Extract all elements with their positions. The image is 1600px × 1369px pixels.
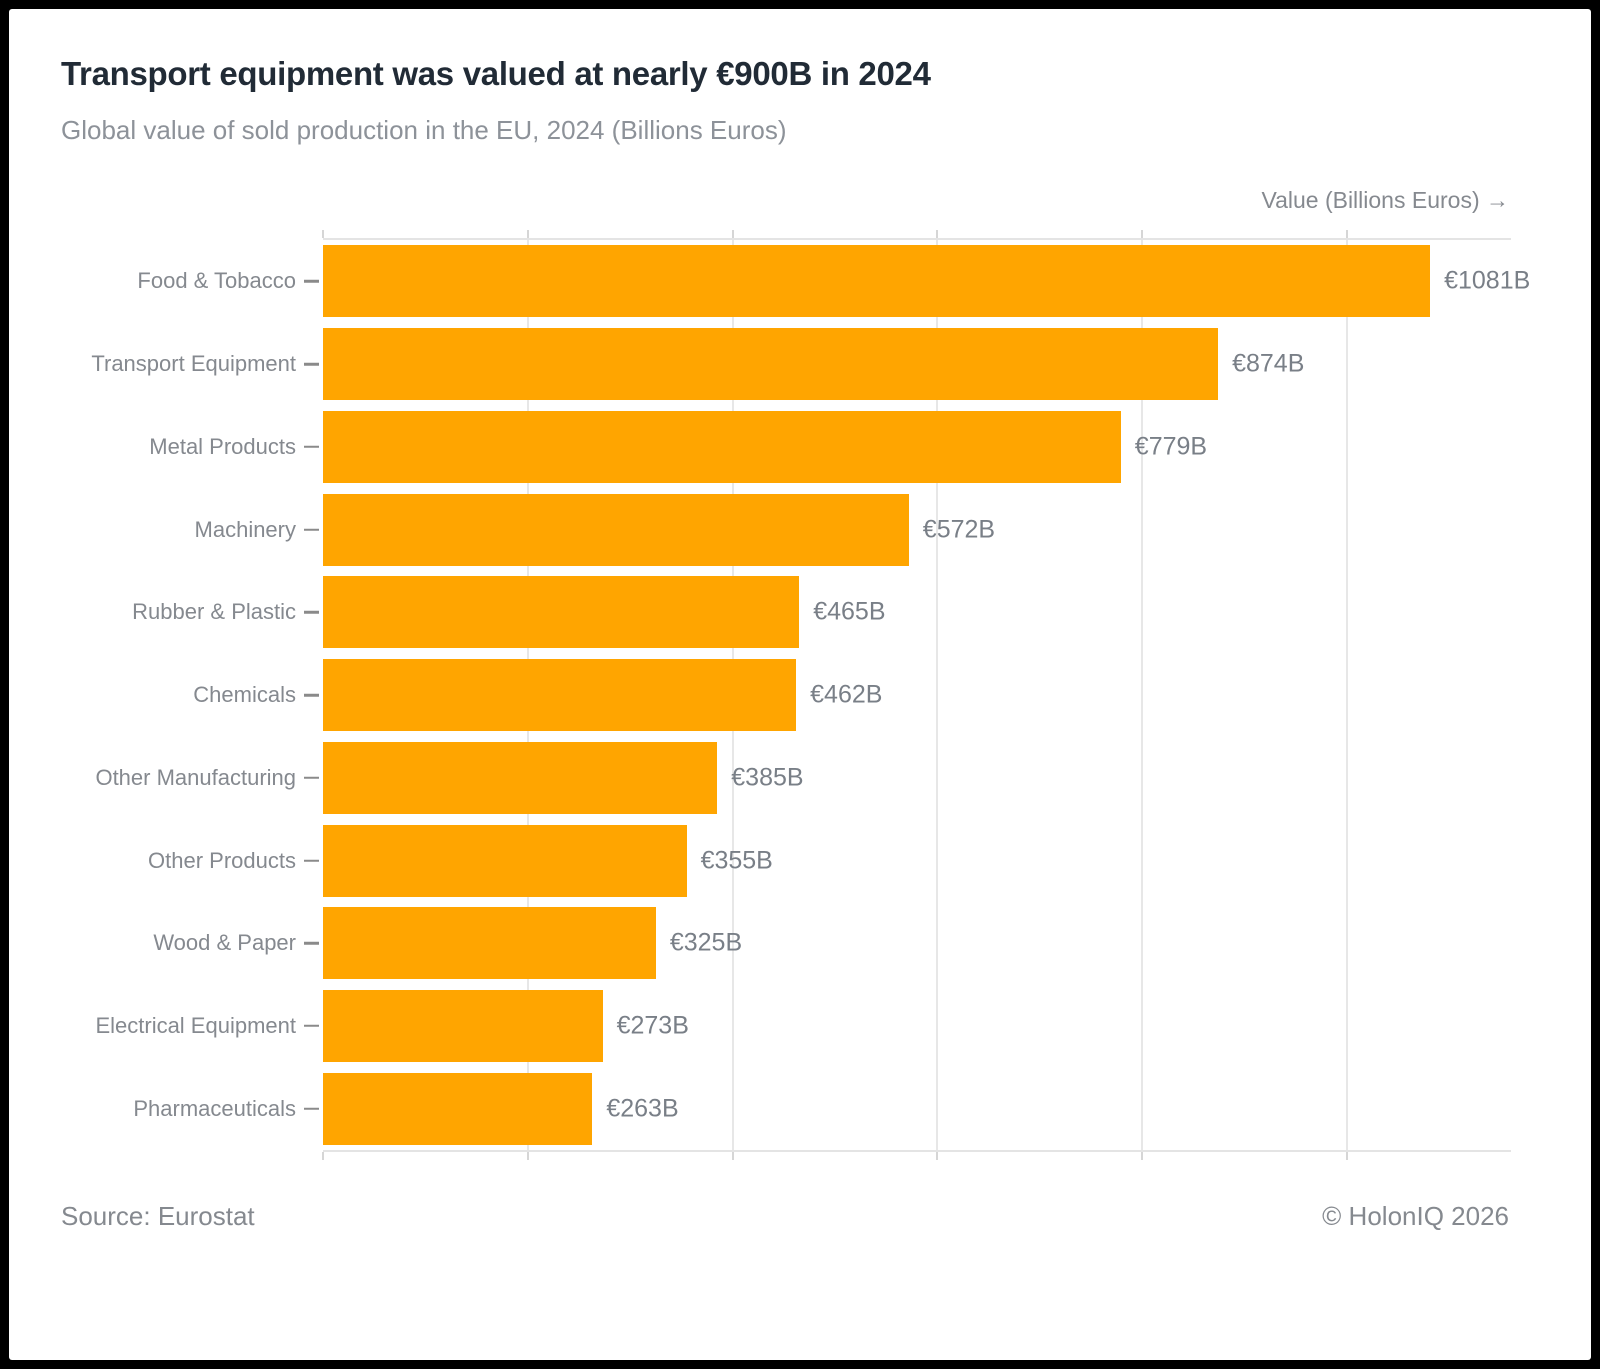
y-axis-tick [304, 859, 319, 862]
y-axis-tick [304, 776, 319, 780]
y-axis-tick [304, 941, 319, 945]
x-axis-bottom-line [323, 1150, 1511, 1152]
bar-row: Other Manufacturing €385B [95, 736, 1511, 819]
plot-area: Food & Tobacco €1081B Transport Equipment €… [91, 230, 1530, 1160]
bar-rows: Food & Tobacco €1081B Transport Equipment €… [91, 240, 1530, 1150]
value-label: €465B [813, 597, 886, 626]
y-axis-tick [304, 1024, 319, 1028]
value-label: €273B [616, 1011, 689, 1040]
x-axis-tick-bottom [526, 1152, 529, 1160]
chart-canvas: Transport equipment was valued at nearly… [9, 9, 1591, 1360]
chart-footer: Source: Eurostat © HolonIQ 2026 [61, 1201, 1509, 1232]
category-label: Wood & Paper [153, 930, 296, 956]
x-axis-tick-top [322, 230, 324, 238]
x-axis-tick-top [1346, 230, 1349, 238]
value-label: €1081B [1444, 266, 1531, 295]
bar [323, 824, 687, 897]
chart-subtitle: Global value of sold production in the E… [61, 115, 787, 145]
bar [323, 576, 800, 649]
value-label: €325B [669, 928, 743, 957]
value-label: €779B [1134, 432, 1208, 461]
y-axis-tick [304, 445, 319, 449]
x-axis-tick-top [731, 230, 734, 238]
value-label: €355B [700, 846, 773, 874]
gridline [936, 240, 939, 1150]
category-label: Pharmaceuticals [133, 1095, 296, 1121]
bar-row: Food & Tobacco €1081B [137, 240, 1530, 323]
bar-row: Metal Products €779B [149, 405, 1511, 488]
category-label: Rubber & Plastic [132, 599, 296, 625]
bar [323, 659, 797, 732]
bar [323, 245, 1431, 318]
x-axis-tick-bottom [322, 1152, 324, 1160]
value-label: €572B [922, 515, 996, 544]
value-label: €385B [731, 763, 804, 792]
bar-row: Electrical Equipment €273B [95, 985, 1511, 1068]
x-axis-tick-bottom [1141, 1152, 1144, 1160]
copyright-note: © HolonIQ 2026 [1322, 1201, 1509, 1231]
y-axis-tick [304, 280, 319, 283]
x-axis-tick-bottom [936, 1152, 939, 1160]
category-label: Food & Tobacco [137, 268, 296, 294]
source-note: Source: Eurostat [61, 1201, 255, 1231]
bar-row: Pharmaceuticals €263B [133, 1067, 1511, 1150]
x-axis-top-line [323, 238, 1511, 240]
category-label: Chemicals [193, 682, 296, 708]
bar-row: Rubber & Plastic €465B [132, 571, 1511, 654]
x-axis-tick-bottom [731, 1152, 734, 1160]
bar [323, 907, 656, 980]
bar-row: Machinery €572B [195, 488, 1511, 571]
category-label: Other Manufacturing [95, 764, 296, 790]
bar [323, 1072, 593, 1145]
bar-row: Chemicals €462B [193, 654, 1511, 737]
x-axis-title: Value (Billions Euros) → [1261, 187, 1509, 213]
bar-row: Wood & Paper €325B [153, 902, 1511, 985]
bar-row: Other Products €355B [148, 819, 1511, 902]
chart-title: Transport equipment was valued at nearly… [61, 55, 931, 92]
bar [323, 328, 1219, 401]
bar-row: Transport Equipment €874B [91, 323, 1511, 406]
gridline [1346, 240, 1349, 1150]
category-label: Machinery [194, 516, 296, 542]
y-axis-tick [304, 1107, 319, 1110]
y-axis-tick [304, 611, 319, 614]
y-axis-tick [304, 528, 319, 531]
value-label: €263B [606, 1094, 679, 1123]
category-label: Metal Products [149, 433, 296, 459]
y-axis-tick [304, 693, 319, 697]
value-label: €462B [810, 680, 883, 709]
bar [323, 410, 1121, 483]
y-axis-tick [304, 362, 319, 366]
category-label: Transport Equipment [91, 351, 296, 377]
bar [323, 989, 603, 1062]
bar [323, 493, 909, 566]
bar [323, 741, 718, 814]
x-axis-tick-top [1141, 230, 1144, 238]
x-axis-tick-bottom [1346, 1152, 1349, 1160]
category-label: Other Products [148, 847, 296, 873]
x-axis-tick-top [936, 230, 939, 238]
value-label: €874B [1232, 349, 1305, 378]
category-label: Electrical Equipment [95, 1012, 296, 1038]
x-axis-tick-top [526, 230, 529, 238]
gridline [1141, 240, 1144, 1150]
